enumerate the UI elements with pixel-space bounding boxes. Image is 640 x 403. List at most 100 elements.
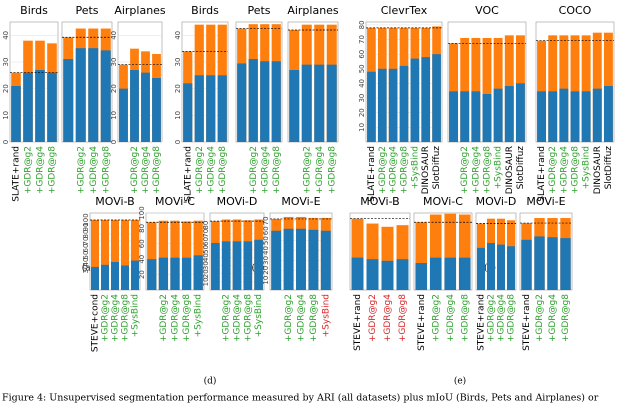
bar bbox=[147, 259, 157, 290]
x-tick-label: +GDR@g8 bbox=[327, 146, 337, 194]
x-tick-label: +GDR@g8 bbox=[101, 146, 111, 194]
bar bbox=[487, 242, 495, 290]
y-tick-label: 40 bbox=[138, 255, 146, 264]
bar bbox=[399, 65, 409, 142]
bar bbox=[237, 63, 247, 142]
bar bbox=[429, 257, 442, 290]
x-tick-label: +GDR@g4 bbox=[36, 146, 46, 194]
bar bbox=[421, 57, 431, 143]
x-tick-label: +GDR@g4 bbox=[260, 146, 270, 194]
y-tick-label: 20 bbox=[110, 84, 118, 93]
bar bbox=[548, 91, 558, 142]
bar bbox=[537, 40, 547, 142]
x-tick-label: +GDR@g2 bbox=[101, 294, 111, 342]
bar bbox=[91, 220, 99, 290]
x-tick-label: +GDR@g2 bbox=[195, 146, 205, 194]
x-tick-label: +GDR@g2 bbox=[24, 146, 34, 194]
x-tick-label: +GDR@g8 bbox=[243, 294, 253, 342]
bar bbox=[23, 72, 33, 142]
y-tick-label: 20 bbox=[2, 84, 10, 93]
y-tick-label: 80 bbox=[358, 20, 366, 29]
bar bbox=[308, 229, 319, 290]
x-tick-label: +GDR@g4 bbox=[471, 146, 481, 194]
x-tick-label: +GDR@g8 bbox=[182, 294, 192, 342]
x-tick-label: +GDR@g4 bbox=[111, 294, 121, 342]
bar bbox=[477, 247, 485, 290]
bar bbox=[471, 91, 481, 142]
bar bbox=[289, 70, 300, 142]
bar bbox=[570, 35, 580, 143]
x-tick-label: SLATE+rand bbox=[183, 146, 193, 202]
y-tick-label: 60 bbox=[202, 237, 210, 246]
bar bbox=[301, 64, 312, 142]
bar bbox=[101, 264, 109, 290]
bar bbox=[119, 88, 128, 142]
panel-title: Airplanes bbox=[287, 4, 339, 17]
bar bbox=[158, 257, 169, 290]
x-tick-label: +GDR@g8 bbox=[507, 294, 517, 342]
x-tick-label: SlotDiffuz bbox=[604, 146, 614, 190]
bar bbox=[248, 59, 258, 142]
bar bbox=[121, 220, 129, 290]
y-tick-label: 30 bbox=[262, 256, 270, 265]
bar bbox=[560, 238, 571, 290]
plot-frame bbox=[349, 212, 411, 291]
x-tick-label: +GDR@g8 bbox=[483, 146, 493, 194]
bar bbox=[232, 241, 242, 290]
y-tick-label: 0 bbox=[110, 140, 118, 144]
x-tick-label: +GDR@g4 bbox=[233, 294, 243, 342]
y-tick-label: 30 bbox=[174, 58, 182, 67]
y-tick-label: 100 bbox=[82, 213, 90, 226]
plot-frame bbox=[61, 21, 113, 143]
panel-title: MOVi-E bbox=[281, 195, 320, 208]
plot-frame bbox=[413, 212, 473, 291]
y-tick-label: 0 bbox=[2, 140, 10, 144]
panel-title: ClevrTex bbox=[381, 4, 428, 17]
bar bbox=[211, 242, 220, 290]
bar bbox=[194, 75, 204, 142]
bar bbox=[47, 72, 57, 142]
bar bbox=[458, 214, 471, 290]
panel-title: MOVi-C bbox=[423, 195, 463, 208]
bar bbox=[581, 91, 591, 142]
bar bbox=[507, 246, 515, 290]
bar bbox=[11, 86, 21, 142]
y-tick-label: 10 bbox=[174, 111, 182, 120]
bar bbox=[35, 70, 45, 142]
y-tick-label: 20 bbox=[138, 270, 146, 279]
bar bbox=[570, 91, 580, 142]
x-tick-label: +GDR@g4 bbox=[548, 294, 558, 342]
bar bbox=[547, 237, 558, 290]
x-tick-label: +GDR@g2 bbox=[302, 146, 312, 194]
bar bbox=[515, 83, 525, 142]
panel-title: VOC bbox=[475, 4, 499, 17]
x-tick-label: +SysBind bbox=[582, 146, 592, 189]
y-tick-label: 50 bbox=[202, 245, 210, 254]
bar bbox=[283, 228, 294, 290]
bar bbox=[254, 239, 263, 290]
x-tick-label: +GDR@g8 bbox=[460, 294, 470, 342]
x-tick-label: +GDR@g8 bbox=[571, 146, 581, 194]
x-tick-label: +GDR@g2 bbox=[548, 146, 558, 194]
panel-title: Pets bbox=[75, 4, 98, 17]
y-tick-label: 40 bbox=[262, 246, 270, 255]
x-tick-label: STEVE+rand bbox=[522, 294, 532, 351]
x-tick-label: SLATE+rand bbox=[12, 146, 22, 202]
y-tick-label: 40 bbox=[2, 31, 10, 40]
x-tick-label: SLATE+rand bbox=[537, 146, 547, 202]
y-tick-label: 50 bbox=[82, 251, 90, 260]
y-tick-label: 20 bbox=[262, 266, 270, 275]
x-tick-label: +GDR@g4 bbox=[297, 294, 307, 342]
bar bbox=[314, 64, 325, 142]
panel-title: MOVi-B bbox=[360, 195, 399, 208]
bar bbox=[482, 94, 492, 142]
x-tick-label: +GDR@g8 bbox=[272, 146, 282, 194]
x-tick-label: STEVE+rand bbox=[477, 294, 487, 351]
bar bbox=[121, 265, 129, 290]
x-tick-label: STEVE+cond bbox=[91, 294, 101, 352]
bar bbox=[482, 38, 492, 142]
x-tick-label: DINOSAUR bbox=[421, 146, 431, 194]
x-tick-label: +GDR@g2 bbox=[487, 294, 497, 342]
y-tick-label: 30 bbox=[2, 58, 10, 67]
